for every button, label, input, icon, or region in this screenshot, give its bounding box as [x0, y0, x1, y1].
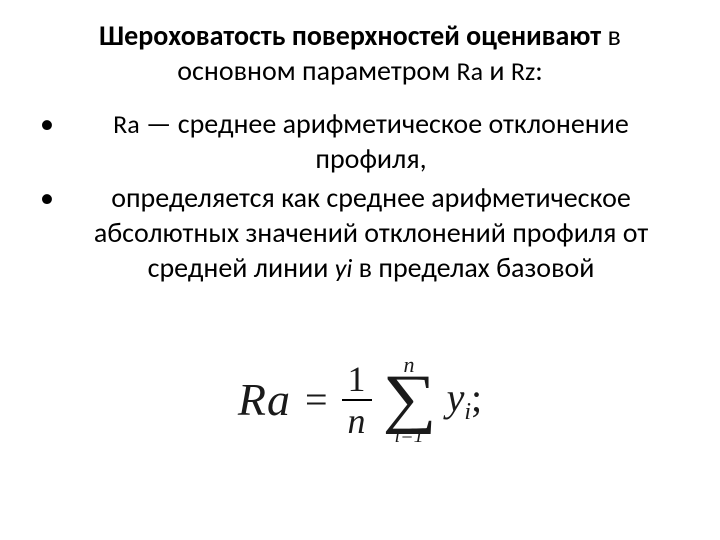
- formula: Ra = 1 n n ∑ i=1 yi;: [216, 348, 504, 452]
- bullet1-text: — среднее арифметическое отклонение проф…: [140, 106, 629, 176]
- summand-base: y: [447, 375, 465, 420]
- fraction-numerator: 1: [342, 361, 372, 399]
- title-colon: :: [535, 53, 543, 88]
- bullet1-prefix: Ra: [113, 108, 140, 140]
- summation: n ∑ i=1: [386, 354, 433, 446]
- bullet2-yi: yi: [335, 252, 353, 284]
- title-param-ra: Ra: [456, 55, 483, 87]
- bullet-list: Ra — среднее арифметическое отклонение п…: [40, 106, 680, 285]
- list-item: определяется как среднее арифметическое …: [40, 180, 680, 285]
- fraction: 1 n: [342, 361, 372, 439]
- slide-title: Шероховатость поверхностей оценивают в о…: [40, 18, 680, 88]
- equals-sign: =: [305, 376, 328, 423]
- formula-region: Ra = 1 n n ∑ i=1 yi;: [0, 348, 720, 452]
- formula-lhs: Ra: [238, 373, 291, 426]
- fraction-denominator: n: [342, 399, 372, 439]
- summand-subscript: i: [464, 399, 471, 425]
- title-bold: Шероховатость поверхностей оценивают: [99, 18, 601, 53]
- slide: Шероховатость поверхностей оценивают в о…: [0, 0, 720, 540]
- list-item: Ra — среднее арифметическое отклонение п…: [40, 106, 680, 176]
- title-between: и: [483, 53, 511, 88]
- title-param-rz: Rz: [511, 55, 535, 87]
- formula-row: Ra = 1 n n ∑ i=1 yi;: [238, 354, 482, 446]
- bullet2-text2: в пределах базовой: [352, 250, 594, 285]
- summand: yi;: [447, 374, 483, 426]
- sigma-icon: ∑: [382, 374, 436, 424]
- formula-tail: ;: [471, 375, 482, 420]
